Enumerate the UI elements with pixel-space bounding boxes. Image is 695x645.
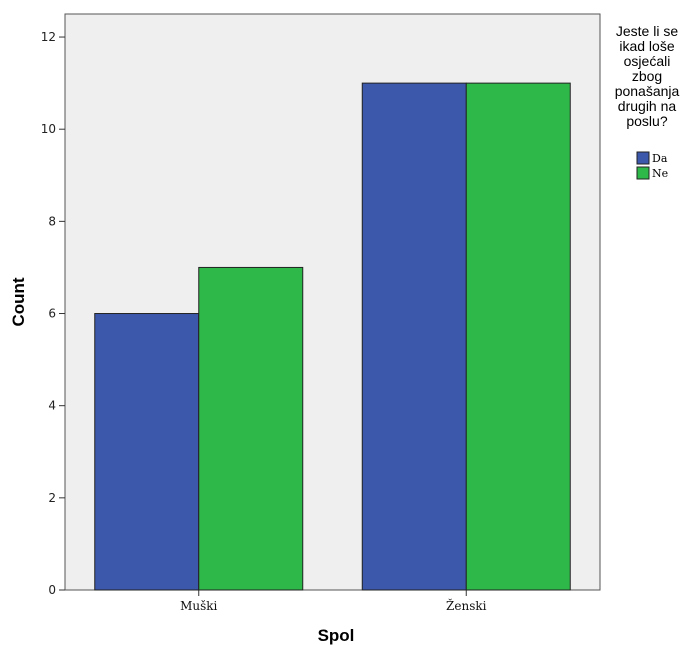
- legend-title-line: ikad loše: [619, 38, 674, 54]
- legend-label-ne: Ne: [652, 167, 668, 180]
- legend-title-line: poslu?: [626, 113, 667, 129]
- y-tick-label: 4: [48, 399, 56, 413]
- y-tick-label: 10: [41, 122, 56, 136]
- legend-swatch-da: [636, 151, 650, 165]
- legend-label-da: Da: [652, 152, 668, 165]
- bar-da-1: [361, 82, 467, 591]
- bar-ne-0: [198, 266, 304, 591]
- x-axis-title: Spol: [318, 626, 355, 645]
- legend-title-line: Jeste li se: [616, 23, 678, 39]
- x-tick-label: Ženski: [446, 598, 487, 613]
- y-tick-label: 6: [48, 307, 56, 321]
- bar-ne-1: [465, 82, 571, 591]
- x-tick-label: Muški: [180, 599, 217, 613]
- bar-da-0: [94, 313, 200, 591]
- y-axis-title: Count: [9, 277, 28, 326]
- y-tick-label: 2: [48, 491, 56, 505]
- legend-title-line: drugih na: [618, 98, 677, 114]
- y-tick-label: 0: [48, 583, 56, 597]
- legend-swatch-ne: [636, 166, 650, 180]
- x-axis: Muški Ženski: [180, 590, 487, 613]
- legend-title-line: ponašanja: [615, 83, 680, 99]
- bars: [94, 82, 571, 591]
- legend-title-line: zbog: [632, 68, 662, 84]
- y-axis: 0 2 4 6 8 10 12: [41, 30, 65, 597]
- legend-title-line: osjećali: [624, 53, 671, 69]
- y-tick-label: 8: [48, 214, 56, 228]
- y-tick-label: 12: [41, 30, 56, 44]
